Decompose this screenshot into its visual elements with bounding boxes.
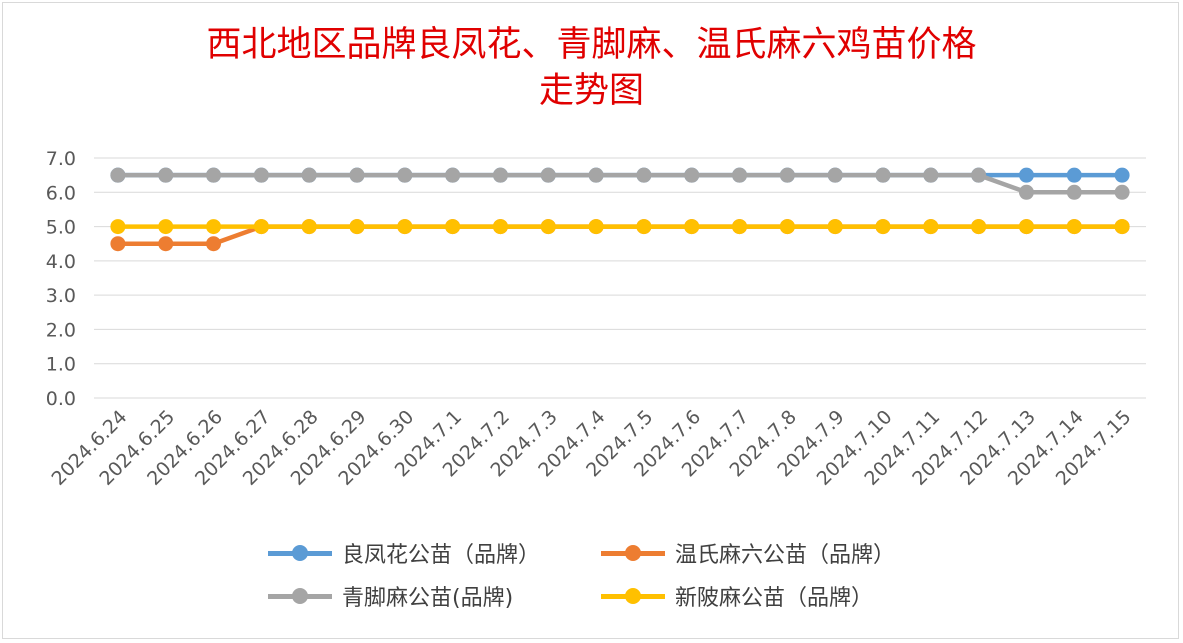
data-point[interactable] <box>253 167 269 183</box>
data-point[interactable] <box>971 167 987 183</box>
chart-title: 西北地区品牌良凤花、青脚麻、温氏麻六鸡苗价格 走势图 <box>0 22 1183 114</box>
data-point[interactable] <box>158 167 174 183</box>
data-point[interactable] <box>397 167 413 183</box>
data-point[interactable] <box>110 167 126 183</box>
data-point[interactable] <box>1018 167 1034 183</box>
data-point[interactable] <box>206 236 222 252</box>
series-4 <box>110 219 1130 235</box>
y-tick-label: 2.0 <box>46 319 76 341</box>
data-point[interactable] <box>1066 167 1082 183</box>
data-point[interactable] <box>110 219 126 235</box>
legend-item-4[interactable]: 新陂麻公苗（品牌） <box>601 581 873 611</box>
y-tick-label: 1.0 <box>46 354 76 376</box>
chart-title-line-1: 西北地区品牌良凤花、青脚麻、温氏麻六鸡苗价格 <box>206 25 977 65</box>
data-point[interactable] <box>1066 219 1082 235</box>
legend-label-3: 青脚麻公苗(品牌) <box>342 586 514 611</box>
data-point[interactable] <box>253 219 269 235</box>
y-tick-label: 7.0 <box>46 148 76 170</box>
data-point[interactable] <box>827 219 843 235</box>
legend-swatch-2 <box>601 538 665 568</box>
y-tick-label: 0.0 <box>46 388 76 410</box>
data-point[interactable] <box>206 167 222 183</box>
data-point[interactable] <box>684 219 700 235</box>
data-point[interactable] <box>779 167 795 183</box>
data-point[interactable] <box>206 219 222 235</box>
data-point[interactable] <box>732 219 748 235</box>
chart-title-line-2: 走势图 <box>538 71 644 111</box>
data-point[interactable] <box>1018 219 1034 235</box>
data-point[interactable] <box>110 236 126 252</box>
y-tick-label: 6.0 <box>46 182 76 204</box>
legend-item-1[interactable]: 良凤花公苗（品牌） <box>268 538 540 568</box>
data-point[interactable] <box>923 219 939 235</box>
data-point[interactable] <box>397 219 413 235</box>
legend-item-3[interactable]: 青脚麻公苗(品牌) <box>268 581 513 611</box>
data-point[interactable] <box>158 219 174 235</box>
data-point[interactable] <box>1066 184 1082 200</box>
data-point[interactable] <box>492 219 508 235</box>
y-tick-label: 4.0 <box>46 251 76 273</box>
x-axis-tick-labels: 2024.6.242024.6.252024.6.262024.6.272024… <box>48 406 1136 490</box>
data-point[interactable] <box>875 219 891 235</box>
legend-label-4: 新陂麻公苗（品牌） <box>675 586 874 611</box>
series-line <box>117 172 1123 195</box>
data-point[interactable] <box>732 167 748 183</box>
data-point[interactable] <box>971 219 987 235</box>
data-point[interactable] <box>1018 184 1034 200</box>
data-point[interactable] <box>349 219 365 235</box>
data-point[interactable] <box>445 219 461 235</box>
data-point[interactable] <box>1114 167 1130 183</box>
data-point[interactable] <box>492 167 508 183</box>
data-point[interactable] <box>1114 184 1130 200</box>
gridlines <box>94 157 1146 399</box>
data-point[interactable] <box>636 167 652 183</box>
data-point[interactable] <box>636 219 652 235</box>
series-line <box>117 224 1123 246</box>
y-tick-label: 3.0 <box>46 285 76 307</box>
data-point[interactable] <box>540 219 556 235</box>
data-point[interactable] <box>827 167 843 183</box>
data-point[interactable] <box>1114 219 1130 235</box>
data-point[interactable] <box>301 219 317 235</box>
data-point[interactable] <box>588 167 604 183</box>
y-axis-tick-labels: 0.0 1.0 2.0 3.0 4.0 5.0 6.0 7.0 <box>46 148 76 410</box>
legend-swatch-3 <box>268 581 332 611</box>
series-3 <box>110 167 1130 200</box>
legend-swatch-1 <box>268 538 332 568</box>
legend-label-2: 温氏麻六公苗（品牌） <box>675 543 896 568</box>
series-lines <box>110 167 1130 252</box>
data-point[interactable] <box>588 219 604 235</box>
data-point[interactable] <box>779 219 795 235</box>
data-point[interactable] <box>445 167 461 183</box>
data-point[interactable] <box>158 236 174 252</box>
legend-item-2[interactable]: 温氏麻六公苗（品牌） <box>601 538 895 568</box>
legend-label-1: 良凤花公苗（品牌） <box>342 543 541 568</box>
y-tick-label: 5.0 <box>46 217 76 239</box>
data-point[interactable] <box>684 167 700 183</box>
data-point[interactable] <box>349 167 365 183</box>
data-point[interactable] <box>923 167 939 183</box>
data-point[interactable] <box>301 167 317 183</box>
data-point[interactable] <box>875 167 891 183</box>
data-point[interactable] <box>540 167 556 183</box>
legend-swatch-4 <box>601 581 665 611</box>
